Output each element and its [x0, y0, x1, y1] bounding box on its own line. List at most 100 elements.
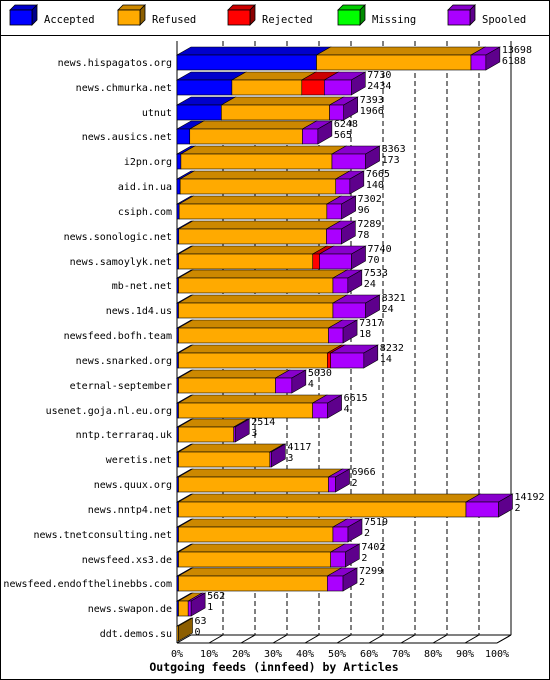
- bar-segment-accepted: [176, 153, 182, 170]
- bar-segment-accepted: [176, 178, 181, 195]
- tick-mark: [272, 634, 288, 644]
- accepted-label: 2: [352, 478, 358, 489]
- bar-segment-refused-top: [177, 319, 344, 329]
- legend-swatch-spooled: [447, 9, 471, 26]
- bar-segment-accepted: [176, 54, 317, 71]
- tick-mark: [304, 634, 320, 644]
- bar-segment-refused: [180, 153, 333, 170]
- bar-side: [291, 369, 307, 394]
- bar-segment-refused-top: [177, 493, 482, 503]
- bar-segment-refused-top: [179, 170, 351, 180]
- accepted-label: 140: [366, 180, 384, 191]
- bar-segment-refused: [178, 600, 189, 617]
- bar-segment-spooled: [328, 476, 336, 493]
- legend-item-missing: Missing: [337, 4, 416, 26]
- bar-segment-accepted: [176, 203, 180, 220]
- tick-mark: [240, 634, 256, 644]
- x-tick-label: 70%: [392, 649, 410, 660]
- bar-segment-refused: [179, 178, 337, 195]
- category-label: eternal-september: [70, 381, 172, 392]
- legend-label-refused: Refused: [152, 14, 196, 26]
- category-label: aid.in.ua: [118, 182, 172, 193]
- x-tick-label: 30%: [264, 649, 282, 660]
- category-label: news.quux.org: [94, 480, 172, 491]
- bar-side: [351, 245, 366, 270]
- total-label: 6248: [334, 119, 358, 130]
- bar-segment-spooled: [330, 352, 365, 369]
- total-label: 7317: [359, 318, 383, 329]
- bar-segment-spooled: [332, 277, 349, 294]
- category-label: nntp.terraraq.uk: [76, 430, 172, 441]
- bar-segment-spooled: [324, 79, 352, 96]
- bar-side: [234, 418, 250, 443]
- bar-side: [350, 71, 366, 96]
- bar-side: [178, 617, 193, 642]
- total-label: 2514: [251, 417, 275, 428]
- category-label: news.samoylyk.net: [70, 257, 172, 268]
- category-label: usenet.goja.nl.eu.org: [46, 406, 172, 417]
- bar-segment-spooled: [187, 600, 192, 617]
- legend-label-rejected: Rejected: [262, 14, 313, 26]
- total-label: 7402: [361, 542, 385, 553]
- legend-item-rejected: Rejected: [227, 4, 313, 26]
- bar-segment-refused: [231, 79, 303, 96]
- total-label: 14192: [514, 492, 544, 503]
- bar-segment-refused-top: [177, 245, 328, 255]
- chart-title: Outgoing feeds (innfeed) by Articles: [149, 660, 398, 674]
- category-label: csiph.com: [118, 207, 172, 218]
- accepted-label: 1: [207, 602, 213, 613]
- total-label: 7299: [359, 566, 383, 577]
- bar-segment-refused: [178, 551, 331, 568]
- total-label: 7665: [366, 169, 390, 180]
- bar-segment-accepted: [176, 79, 233, 96]
- bar-segment-refused-top: [177, 443, 285, 453]
- bar-segment-spooled: [312, 402, 328, 419]
- category-label: news.sonologic.net: [64, 232, 172, 243]
- total-label: 4117: [287, 442, 311, 453]
- bar-segment-refused: [178, 228, 327, 245]
- bar-side: [317, 120, 333, 145]
- x-tick-label: 90%: [456, 649, 474, 660]
- legend-swatch-refused: [117, 9, 141, 26]
- bar-segment-refused-top: [177, 269, 349, 279]
- legend-swatch-missing: [337, 9, 361, 26]
- tick-mark: [400, 634, 416, 644]
- bar-side: [341, 195, 356, 220]
- bar-segment-refused: [178, 526, 334, 543]
- accepted-label: 3: [251, 428, 257, 439]
- total-label: 8363: [382, 144, 406, 155]
- bar-segment-spooled: [331, 153, 366, 170]
- bar-segment-refused: [178, 302, 334, 319]
- bar-side: [342, 319, 358, 344]
- total-label: 7302: [358, 194, 382, 205]
- bar-segment-refused: [178, 203, 328, 220]
- total-label: 13698: [502, 45, 532, 56]
- bar-segment-refused: [189, 128, 303, 145]
- bar-side: [335, 468, 350, 493]
- bar-segment-rejected: [301, 79, 325, 96]
- bar-side: [190, 592, 206, 617]
- legend-swatch-rejected: [227, 9, 251, 26]
- category-label: mb-net.net: [112, 281, 172, 292]
- legend-item-spooled: Spooled: [447, 4, 526, 26]
- category-label: newsfeed.xs3.de: [82, 555, 172, 566]
- total-label: 7730: [367, 70, 391, 81]
- tick-mark: [336, 634, 352, 644]
- bar-segment-refused-top: [177, 468, 344, 478]
- bar-segment-refused: [178, 501, 467, 518]
